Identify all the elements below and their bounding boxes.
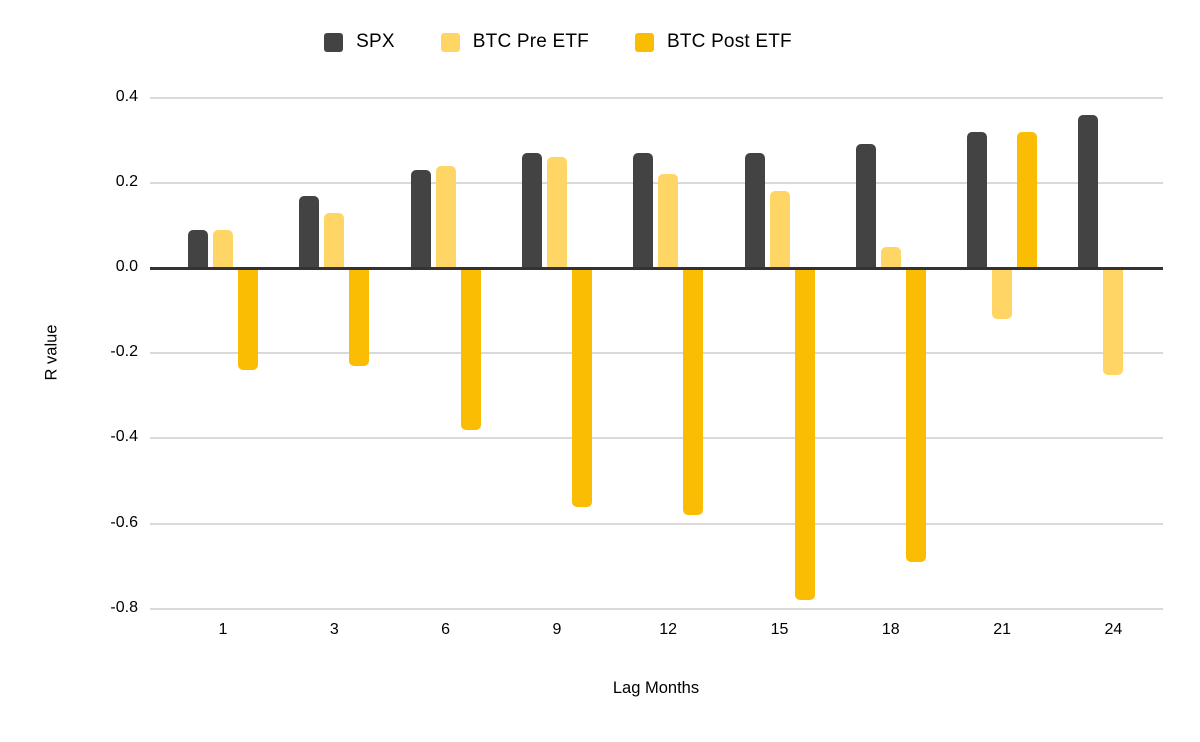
x-tick-label: 1 bbox=[218, 621, 228, 638]
bar-btc-pre-etf-lag-1 bbox=[213, 229, 233, 268]
bar-spx-lag-3 bbox=[299, 195, 320, 268]
bar-spx-lag-1 bbox=[188, 229, 208, 268]
bar-btc-post-etf-lag-21 bbox=[1017, 131, 1038, 268]
y-axis-title: R value bbox=[42, 324, 61, 381]
legend-swatch-icon bbox=[324, 32, 344, 52]
bar-spx-lag-24 bbox=[1078, 114, 1099, 268]
gridline bbox=[150, 522, 1163, 525]
legend-item-btc-pre-etf: BTC Pre ETF bbox=[440, 31, 589, 53]
bar-btc-pre-etf-lag-24 bbox=[1103, 268, 1124, 375]
y-tick-label: 0.2 bbox=[115, 172, 138, 190]
bar-btc-post-etf-lag-3 bbox=[349, 268, 370, 366]
x-tick-label: 6 bbox=[441, 621, 451, 638]
x-tick-label: 15 bbox=[770, 621, 789, 638]
y-tick-label: -0.4 bbox=[110, 428, 138, 446]
y-tick-label: -0.8 bbox=[110, 598, 138, 616]
bar-btc-post-etf-lag-1 bbox=[238, 268, 258, 371]
y-tick-label: -0.2 bbox=[110, 343, 138, 361]
bar-spx-lag-9 bbox=[521, 152, 542, 268]
x-tick-label: 9 bbox=[552, 621, 562, 638]
bar-btc-pre-etf-lag-15 bbox=[769, 191, 790, 268]
gridline bbox=[150, 181, 1163, 184]
bar-spx-lag-12 bbox=[633, 152, 654, 268]
zero-line bbox=[150, 266, 1163, 270]
legend: SPX BTC Pre ETF BTC Post ETF bbox=[0, 31, 1158, 53]
gridline bbox=[150, 352, 1163, 355]
bar-btc-pre-etf-lag-6 bbox=[435, 165, 456, 268]
x-tick-label: 24 bbox=[1104, 621, 1123, 638]
gridline bbox=[150, 96, 1163, 99]
x-tick-label: 3 bbox=[329, 621, 339, 638]
gridline bbox=[150, 607, 1163, 610]
y-tick-label: 0.4 bbox=[115, 87, 138, 105]
bar-spx-lag-6 bbox=[410, 170, 431, 268]
y-tick-label: -0.6 bbox=[110, 513, 138, 531]
x-tick-label: 12 bbox=[659, 621, 678, 638]
x-tick-label: 21 bbox=[993, 621, 1011, 638]
legend-label: SPX bbox=[356, 31, 395, 52]
bar-btc-pre-etf-lag-12 bbox=[658, 174, 679, 268]
bar-btc-pre-etf-lag-18 bbox=[880, 246, 901, 268]
bar-spx-lag-21 bbox=[967, 131, 988, 268]
bar-btc-pre-etf-lag-3 bbox=[324, 212, 345, 268]
legend-item-btc-post-etf: BTC Post ETF bbox=[634, 31, 792, 53]
bar-btc-post-etf-lag-12 bbox=[683, 268, 704, 516]
bar-btc-post-etf-lag-18 bbox=[905, 268, 926, 562]
legend-swatch-icon bbox=[440, 32, 460, 52]
gridline bbox=[150, 437, 1163, 440]
y-tick-label: 0.0 bbox=[115, 258, 138, 275]
x-axis-title: Lag Months bbox=[612, 679, 700, 697]
legend-item-spx: SPX bbox=[324, 31, 395, 53]
x-tick-label: 18 bbox=[881, 621, 900, 638]
legend-swatch-icon bbox=[634, 32, 654, 52]
bar-btc-post-etf-lag-9 bbox=[571, 268, 592, 507]
bar-spx-lag-15 bbox=[744, 152, 765, 268]
legend-label: BTC Pre ETF bbox=[472, 31, 589, 52]
bar-btc-post-etf-lag-6 bbox=[460, 268, 481, 430]
bar-btc-pre-etf-lag-9 bbox=[546, 157, 567, 268]
bar-btc-pre-etf-lag-21 bbox=[992, 268, 1013, 320]
bar-btc-post-etf-lag-15 bbox=[794, 268, 815, 601]
bar-spx-lag-18 bbox=[855, 144, 876, 268]
legend-label: BTC Post ETF bbox=[666, 31, 792, 52]
